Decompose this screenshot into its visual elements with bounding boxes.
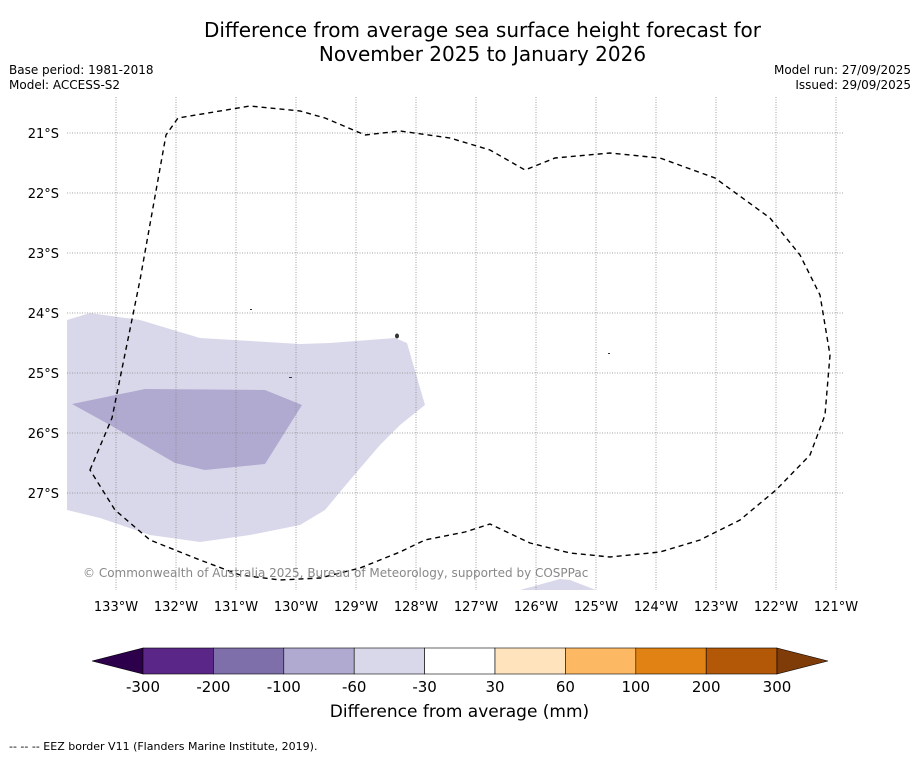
lat-label: 22°S xyxy=(28,187,59,202)
colorbar-ticks: -300 -200 -100 -60 -30 30 60 100 200 300 xyxy=(126,678,791,696)
meta-right: Model run: 27/09/2025 Issued: 29/09/2025 xyxy=(774,63,911,93)
colorbar-tick: -300 xyxy=(126,678,160,696)
colorbar-segment xyxy=(353,647,425,675)
title-line-1: Difference from average sea surface heig… xyxy=(203,18,762,42)
colorbar-over-arrow xyxy=(776,647,829,675)
lon-label: 131°W xyxy=(214,600,258,615)
colorbar-segment xyxy=(213,647,285,675)
colorbar-segment xyxy=(494,647,566,675)
anomaly-fill xyxy=(67,313,596,590)
issued-text: Issued: 29/09/2025 xyxy=(795,78,911,92)
colorbar-tick: -60 xyxy=(342,678,367,696)
anomaly-region-minus60-100 xyxy=(72,389,302,470)
lat-label: 24°S xyxy=(28,307,59,322)
lon-label: 122°W xyxy=(754,600,798,615)
colorbar-tick: 60 xyxy=(556,678,575,696)
lon-label: 127°W xyxy=(454,600,498,615)
lon-label: 129°W xyxy=(334,600,378,615)
lon-label: 126°W xyxy=(514,600,558,615)
colorbar-segment xyxy=(142,647,214,675)
island-marker xyxy=(289,377,292,378)
colorbar-tick: 30 xyxy=(485,678,504,696)
lat-label: 27°S xyxy=(28,487,59,502)
colorbar-tick: 100 xyxy=(621,678,650,696)
colorbar xyxy=(91,647,829,675)
colorbar-under-arrow xyxy=(91,647,144,675)
colorbar-label: Difference from average (mm) xyxy=(329,702,590,722)
colorbar-tick: -100 xyxy=(267,678,301,696)
anomaly-region-small xyxy=(520,579,596,590)
island-marker xyxy=(395,333,399,339)
lon-label: 128°W xyxy=(394,600,438,615)
latitude-labels: 21°S 22°S 23°S 24°S 25°S 26°S 27°S xyxy=(28,127,59,502)
lon-label: 133°W xyxy=(94,600,138,615)
lon-label: 130°W xyxy=(274,600,318,615)
chart-title: Difference from average sea surface heig… xyxy=(0,18,919,66)
copyright-text: © Commonwealth of Australia 2025, Bureau… xyxy=(83,566,588,580)
lon-label: 121°W xyxy=(814,600,858,615)
colorbar-tick: -200 xyxy=(196,678,230,696)
eez-border xyxy=(89,105,831,581)
colorbar-segment xyxy=(283,647,355,675)
lat-label: 25°S xyxy=(28,367,59,382)
island-marker xyxy=(608,353,610,354)
meta-left: Base period: 1981-2018 Model: ACCESS-S2 xyxy=(9,63,154,93)
model-run-text: Model run: 27/09/2025 xyxy=(773,63,911,77)
colorbar-segment xyxy=(424,647,496,675)
lon-label: 124°W xyxy=(634,600,678,615)
colorbar-segment xyxy=(705,647,778,675)
lon-label: 132°W xyxy=(154,600,198,615)
lon-label: 123°W xyxy=(694,600,738,615)
footer-eez-note: -- -- -- EEZ border V11 (Flanders Marine… xyxy=(9,740,318,753)
lat-label: 23°S xyxy=(28,247,59,262)
colorbar-segment xyxy=(635,647,707,675)
lat-label: 26°S xyxy=(28,427,59,442)
islands xyxy=(250,309,610,378)
lon-label: 125°W xyxy=(574,600,618,615)
lat-label: 21°S xyxy=(28,127,59,142)
colorbar-tick: 300 xyxy=(763,678,792,696)
title-line-2: November 2025 to January 2026 xyxy=(318,42,647,66)
colorbar-segment xyxy=(565,647,637,675)
colorbar-tick: 200 xyxy=(692,678,721,696)
colorbar-tick: -30 xyxy=(412,678,437,696)
base-period-text: Base period: 1981-2018 xyxy=(9,63,154,77)
island-marker xyxy=(250,309,252,310)
longitude-labels: 133°W 132°W 131°W 130°W 129°W 128°W 127°… xyxy=(94,600,858,615)
model-text: Model: ACCESS-S2 xyxy=(9,78,121,92)
gridlines xyxy=(67,97,843,590)
